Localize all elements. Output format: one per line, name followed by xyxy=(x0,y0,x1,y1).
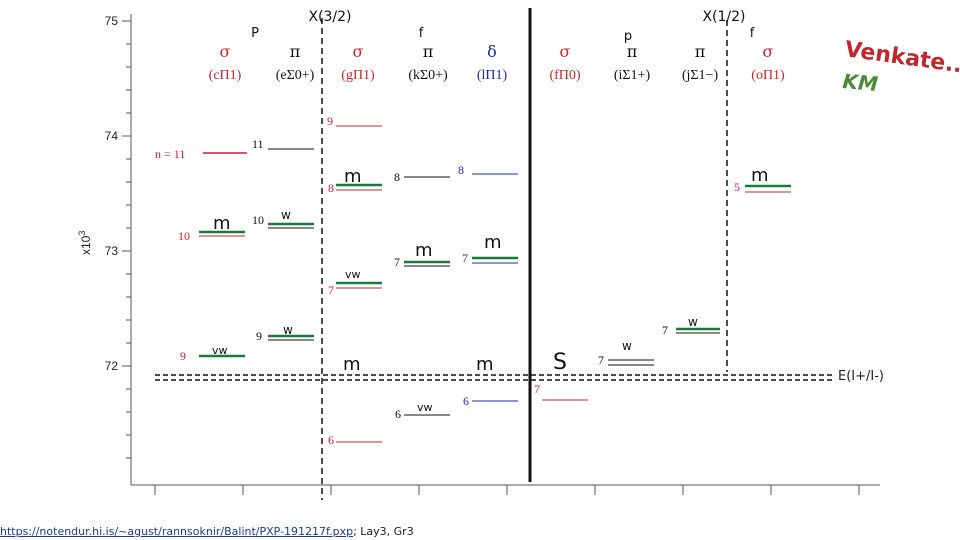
state-header-i: π (iΣ1+) xyxy=(614,42,651,83)
state-header-k: π (kΣ0+) xyxy=(408,42,448,83)
level-label-k7: 7 xyxy=(394,255,400,269)
y-exponent-label: x103 xyxy=(77,231,93,255)
intensity-g-thresh: m xyxy=(343,354,361,375)
y-tick-label-74: 74 xyxy=(105,129,119,143)
intensity-j7: w xyxy=(688,315,698,329)
intensity-e10: w xyxy=(281,208,291,222)
svg-text:x103: x103 xyxy=(77,231,93,255)
intensity-e9: w xyxy=(283,323,293,337)
intensity-c9: vw xyxy=(212,344,228,357)
author-note-line2: KM xyxy=(842,69,879,96)
state-term: (eΣ0+) xyxy=(276,68,315,83)
state-header-f: σ (fΠ0) xyxy=(549,42,580,83)
state-symbol: σ xyxy=(763,42,774,61)
state-term: (fΠ0) xyxy=(549,68,580,83)
state-header-c: σ (cΠ1) xyxy=(209,42,242,83)
intensity-k6: vw xyxy=(417,401,433,414)
state-term: (gΠ1) xyxy=(341,68,375,83)
state-symbol: π xyxy=(627,42,638,61)
level-label-g7: 7 xyxy=(328,283,334,297)
intensity-k7: m xyxy=(415,240,433,261)
level-label-g8: 8 xyxy=(328,181,334,195)
x-ticks xyxy=(154,485,860,495)
state-symbol: δ xyxy=(487,42,497,61)
state-symbol: π xyxy=(695,42,706,61)
level-label-i7: 7 xyxy=(598,353,604,367)
level-label-l6: 6 xyxy=(463,394,469,408)
state-term: (oΠ1) xyxy=(751,68,785,83)
region-title-omega-1-2: X(1/2) xyxy=(702,9,745,25)
source-link[interactable]: https://notendur.hi.is/~agust/rannsoknir… xyxy=(0,525,354,538)
state-header-l: δ (lΠ1) xyxy=(477,42,508,83)
state-term: (cΠ1) xyxy=(209,68,242,83)
state-symbol: σ xyxy=(220,42,231,61)
level-label-g9: 9 xyxy=(327,114,333,128)
source-suffix: ; Lay3, Gr3 xyxy=(353,525,414,538)
y-tick-label-73: 73 xyxy=(105,244,119,258)
state-term: (kΣ0+) xyxy=(408,68,448,83)
level-label-e10: 10 xyxy=(252,213,264,227)
y-tick-label-72: 72 xyxy=(105,359,119,373)
state-header-j: π (jΣ1−) xyxy=(682,42,719,83)
level-label-k8: 8 xyxy=(394,170,400,184)
threshold-label: E(I+/I-) xyxy=(838,369,884,384)
region-title-P: P xyxy=(251,26,259,41)
state-term: (jΣ1−) xyxy=(682,68,719,83)
intensity-l7: m xyxy=(484,232,502,253)
state-header-g: σ (gΠ1) xyxy=(341,42,375,83)
state-symbol: π xyxy=(290,42,301,61)
region-title-p-right: p xyxy=(624,29,632,44)
state-term: (lΠ1) xyxy=(477,68,508,83)
intensity-i7: w xyxy=(622,339,632,353)
source-credit: https://notendur.hi.is/~agust/rannsoknir… xyxy=(0,525,414,538)
level-label-e9: 9 xyxy=(256,329,262,343)
intensity-g8: m xyxy=(344,166,362,187)
state-symbol: σ xyxy=(353,42,364,61)
level-label-l7: 7 xyxy=(462,251,468,265)
region-title-f-right: f xyxy=(750,26,755,41)
state-term: (iΣ1+) xyxy=(614,68,651,83)
intensity-l-thresh: m xyxy=(476,354,494,375)
level-label-l8: 8 xyxy=(458,163,464,177)
state-header-o: σ (oΠ1) xyxy=(751,42,785,83)
level-label-c10: 10 xyxy=(178,229,190,243)
level-label-n11: n = 11 xyxy=(155,147,185,161)
level-label-c9: 9 xyxy=(180,349,186,363)
level-label-e11: 11 xyxy=(252,137,264,151)
region-title-omega-3-2: X(3/2) xyxy=(308,9,351,25)
state-header-e: π (eΣ0+) xyxy=(276,42,315,83)
state-symbol: σ xyxy=(560,42,571,61)
region-title-f-left: f xyxy=(419,26,424,41)
intensity-g7: vw xyxy=(345,268,361,281)
level-label-o5: 5 xyxy=(734,180,740,194)
intensity-f-thresh: S xyxy=(553,350,567,375)
intensity-c10: m xyxy=(213,213,231,234)
level-label-g6: 6 xyxy=(328,433,334,447)
y-tick-label-75: 75 xyxy=(105,14,119,28)
state-symbol: π xyxy=(423,42,434,61)
level-label-f7: 7 xyxy=(534,382,540,396)
y-ticks xyxy=(122,20,131,459)
level-label-k6: 6 xyxy=(395,407,401,421)
intensity-o5: m xyxy=(751,165,769,186)
level-label-j7: 7 xyxy=(662,323,668,337)
